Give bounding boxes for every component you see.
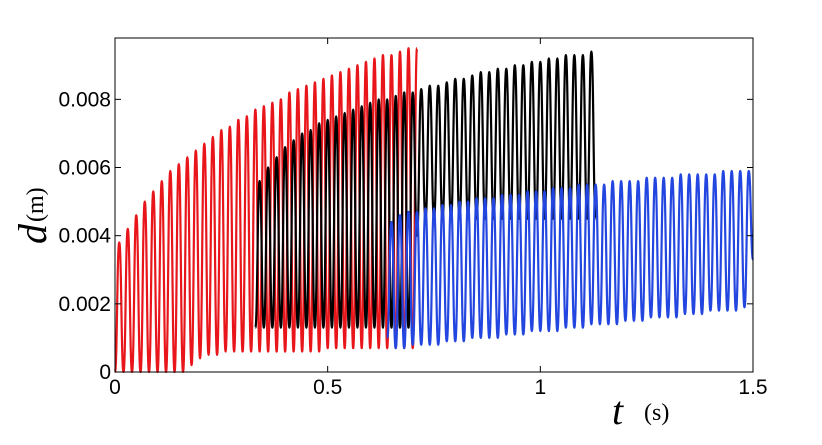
x-axis-unit: (s)	[644, 400, 669, 426]
x-tick-label: 1.5	[738, 376, 767, 399]
y-tick-label: 0.008	[58, 88, 111, 111]
y-tick-label: 0.002	[58, 293, 111, 316]
x-tick-label: 0	[109, 376, 121, 399]
y-tick-label: 0	[99, 361, 111, 384]
data-line	[254, 50, 597, 329]
x-tick-label: 0.5	[313, 376, 342, 399]
data-line	[113, 47, 419, 374]
y-axis-symbol: d	[10, 223, 55, 244]
y-tick-label: 0.006	[58, 157, 111, 180]
plot-frame	[114, 37, 754, 373]
x-tick-label: 1	[534, 376, 546, 399]
y-axis-unit: (m)	[23, 187, 49, 222]
data-line	[386, 169, 755, 350]
y-tick-label: 0.004	[58, 225, 111, 248]
x-axis-symbol: t	[612, 388, 624, 433]
